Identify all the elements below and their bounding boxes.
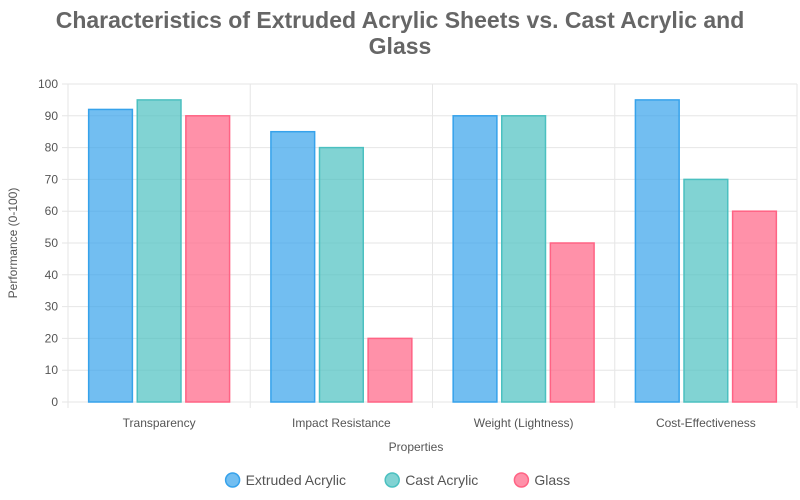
y-tick-label: 40 <box>45 268 59 282</box>
chart-title-line-1: Characteristics of Extruded Acrylic Shee… <box>56 7 745 33</box>
bar-glass[interactable] <box>731 210 778 403</box>
bar-glass[interactable] <box>185 115 231 403</box>
x-axis-label: Properties <box>389 440 444 454</box>
bar-cast-acrylic[interactable] <box>318 146 364 403</box>
chart-title-line-2: Glass <box>369 33 432 59</box>
y-tick-label: 80 <box>45 141 59 155</box>
legend-label[interactable]: Cast Acrylic <box>405 472 478 488</box>
y-axis-label: Performance (0-100) <box>6 188 20 299</box>
y-tick-label: 0 <box>51 395 58 409</box>
bar-glass[interactable] <box>367 337 413 403</box>
x-tick-label: Impact Resistance <box>292 416 391 430</box>
bar-extruded-acrylic[interactable] <box>452 115 498 403</box>
y-tick-label: 60 <box>45 204 59 218</box>
bar-cast-acrylic[interactable] <box>501 115 547 403</box>
legend-swatch[interactable] <box>384 472 400 488</box>
y-tick-label: 50 <box>45 236 59 250</box>
bar-extruded-acrylic[interactable] <box>87 108 134 403</box>
y-tick-label: 10 <box>45 363 59 377</box>
y-tick-label: 70 <box>45 172 59 186</box>
x-tick-label: Weight (Lightness) <box>474 416 574 430</box>
legend-swatch[interactable] <box>224 472 241 488</box>
y-tick-label: 20 <box>45 331 59 345</box>
bar-glass[interactable] <box>549 242 595 403</box>
legend-label[interactable]: Glass <box>534 472 570 488</box>
x-tick-label: Cost-Effectiveness <box>656 416 756 430</box>
bars <box>87 99 778 403</box>
legend-swatch[interactable] <box>513 472 530 488</box>
y-tick-label: 90 <box>45 109 59 123</box>
bar-cast-acrylic[interactable] <box>136 99 182 403</box>
x-axis-ticks: Transparency Impact Resistance Weight (Lig… <box>123 416 756 430</box>
y-axis-ticks: 0 10 20 30 40 50 60 70 80 90 100 <box>38 77 58 409</box>
x-tick-label: Transparency <box>123 416 196 430</box>
y-tick-label: 30 <box>45 300 59 314</box>
bar-cast-acrylic[interactable] <box>683 178 729 403</box>
bar-extruded-acrylic[interactable] <box>634 99 680 403</box>
legend-label[interactable]: Extruded Acrylic <box>246 472 346 488</box>
gridlines <box>62 83 798 408</box>
legend: Extruded Acrylic Cast Acrylic Glass <box>224 472 570 488</box>
bar-extruded-acrylic[interactable] <box>270 130 316 403</box>
y-tick-label: 100 <box>38 77 58 91</box>
